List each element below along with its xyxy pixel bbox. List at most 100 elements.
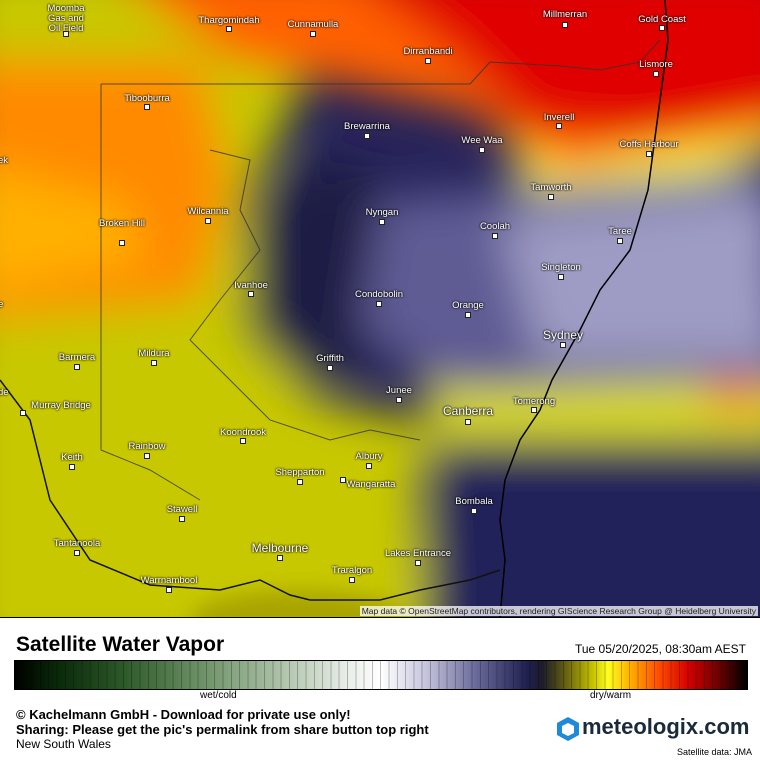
place-label: Coffs Harbour [619, 139, 679, 150]
place-marker [69, 464, 75, 470]
place-marker [297, 479, 303, 485]
place-marker [659, 25, 665, 31]
place-label: Thargomindah [198, 15, 260, 26]
place-marker [205, 218, 211, 224]
place-label: Traralgon [331, 565, 373, 576]
place-marker [277, 555, 283, 561]
place-marker [376, 301, 382, 307]
place-marker [531, 407, 537, 413]
place-label: Bombala [455, 496, 493, 507]
place-label: Keith [61, 452, 83, 463]
source: Satellite data: JMA [676, 747, 752, 757]
place-label: Orange [452, 300, 484, 311]
place-marker [560, 342, 566, 348]
place-marker [471, 508, 477, 514]
logo: meteologix.com [582, 714, 750, 739]
place-label: Tamworth [530, 182, 572, 193]
place-marker [558, 274, 564, 280]
place-label: Murray Bridge [31, 400, 91, 411]
place-marker [310, 31, 316, 37]
place-marker [144, 104, 150, 110]
place-marker [425, 58, 431, 64]
place-label: Brewarrina [344, 121, 390, 132]
color-scale [14, 660, 748, 690]
copyright: © Kachelmann GmbH - Download for private… [16, 707, 351, 722]
divider [0, 617, 760, 618]
place-marker [465, 419, 471, 425]
place-label: Lismore [639, 59, 673, 70]
place-marker [74, 550, 80, 556]
place-label: Dirranbandi [403, 46, 453, 57]
place-marker [248, 291, 254, 297]
place-marker [492, 233, 498, 239]
place-marker [617, 238, 623, 244]
place-label: Melbourne [251, 541, 309, 555]
place-marker [479, 147, 485, 153]
place-label: Warrnambool [140, 575, 198, 586]
sharing-note: Sharing: Please get the pic's permalink … [16, 722, 429, 737]
scale-left-label: wet/cold [200, 690, 237, 701]
place-label: Lakes Entrance [384, 548, 452, 559]
place-marker [340, 477, 346, 483]
place-marker [646, 151, 652, 157]
place-label: Ivanhoe [234, 280, 268, 291]
place-marker [465, 312, 471, 318]
datetime: Tue 05/20/2025, 08:30am AEST [574, 642, 746, 656]
place-marker [119, 240, 125, 246]
place-marker [556, 123, 562, 129]
place-marker [327, 365, 333, 371]
place-label: Gold Coast [638, 14, 686, 25]
place-marker [63, 31, 69, 37]
place-marker [74, 364, 80, 370]
place-label: Wee Waa [461, 135, 503, 146]
water-vapor-image [0, 0, 760, 617]
place-marker [364, 133, 370, 139]
place-marker [415, 560, 421, 566]
place-marker [151, 360, 157, 366]
place-marker [366, 463, 372, 469]
place-label: Rainbow [128, 441, 166, 452]
place-label: Tantanoola [53, 538, 101, 549]
place-label: Tomerong [512, 396, 556, 407]
place-label: Tibooburra [124, 93, 170, 104]
place-label: e [0, 299, 4, 310]
place-label: Coolah [479, 221, 511, 232]
scale-right-label: dry/warm [590, 690, 632, 701]
map: Map data © OpenStreetMap contributors, r… [0, 0, 760, 617]
place-label: Stawell [166, 504, 198, 515]
place-label: Junee [386, 385, 412, 396]
place-label: Albury [355, 451, 383, 462]
place-label: Condobolin [354, 289, 404, 300]
place-label: Taree [608, 226, 632, 237]
place-label: Canberra [442, 404, 494, 418]
logo-icon [557, 717, 579, 741]
place-label: Wilcannia [187, 206, 229, 217]
place-marker [379, 219, 385, 225]
place-marker [349, 577, 355, 583]
place-label: de [0, 387, 9, 398]
place-marker [20, 410, 26, 416]
map-attribution: Map data © OpenStreetMap contributors, r… [359, 606, 758, 616]
place-label: Moomba Gas and Oil Field [47, 3, 85, 34]
place-label: Cunnamulla [287, 19, 339, 30]
place-label: Broken Hill [99, 218, 145, 229]
place-label: Nyngan [365, 207, 399, 218]
title: Satellite Water Vapor [16, 633, 225, 656]
place-label: Griffith [316, 353, 344, 364]
place-label: Wangaratta [346, 479, 396, 490]
place-marker [179, 516, 185, 522]
place-label: Barmera [58, 352, 96, 363]
place-label: Sydney [542, 328, 584, 342]
place-marker [562, 22, 568, 28]
place-label: Koondrook [220, 427, 266, 438]
place-label: Inverell [543, 112, 575, 123]
place-marker [226, 26, 232, 32]
place-marker [166, 587, 172, 593]
place-label: ek [0, 155, 9, 166]
place-label: Millmerran [542, 9, 588, 20]
place-marker [653, 71, 659, 77]
place-marker [240, 438, 246, 444]
place-marker [396, 397, 402, 403]
place-marker [144, 453, 150, 459]
